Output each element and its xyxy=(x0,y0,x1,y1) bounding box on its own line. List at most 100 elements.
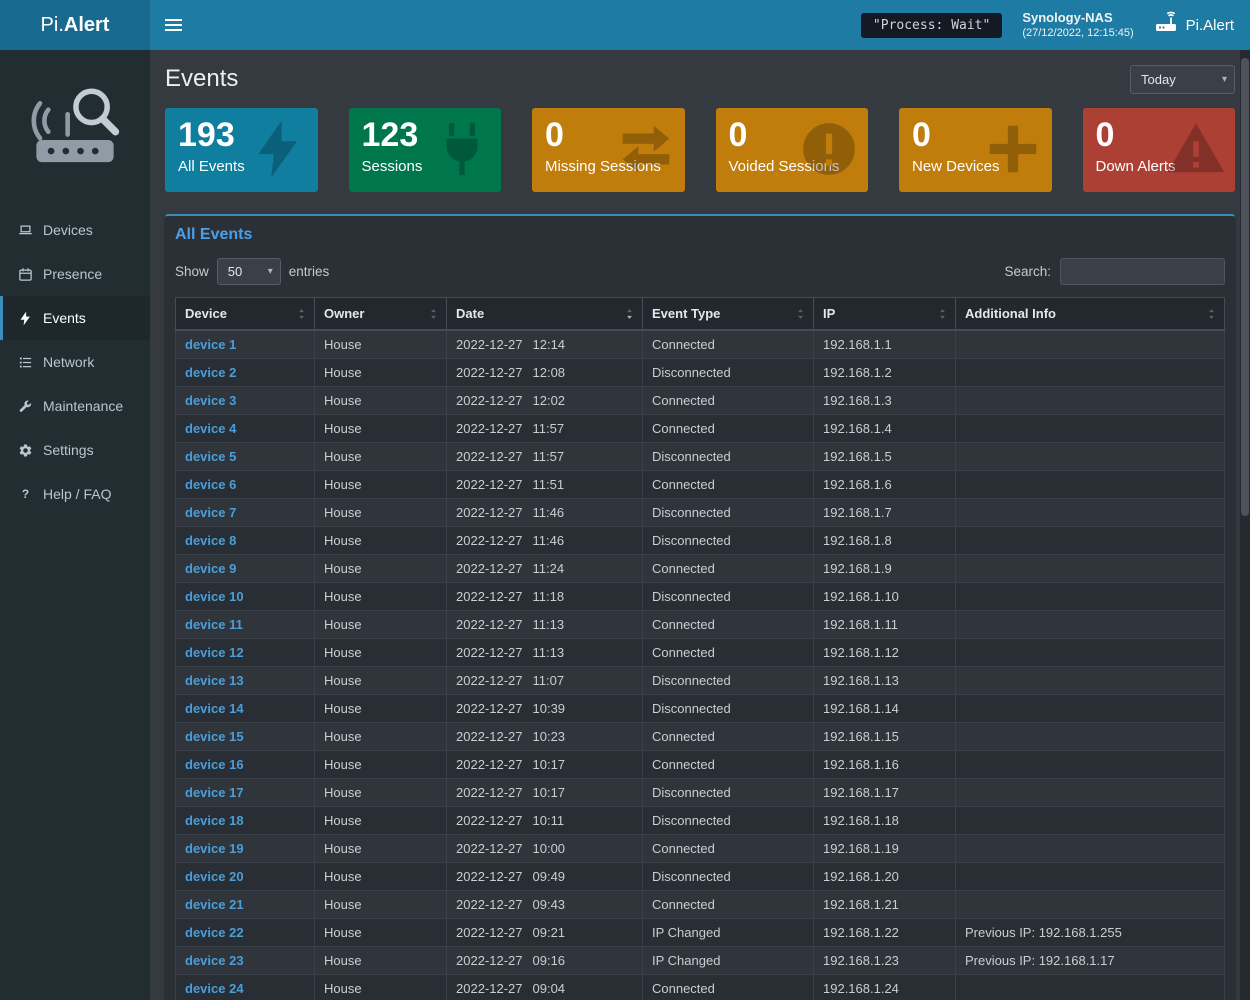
cell-owner: House xyxy=(314,498,447,527)
stat-card-down-alerts[interactable]: 0 Down Alerts xyxy=(1082,108,1235,192)
sidebar-item-devices[interactable]: Devices xyxy=(0,208,150,252)
sidebar-item-maintenance[interactable]: Maintenance xyxy=(0,384,150,428)
event-date: 2022-12-27 xyxy=(456,841,523,856)
device-link[interactable]: device 7 xyxy=(185,505,237,520)
device-link[interactable]: device 13 xyxy=(185,673,244,688)
sidebar-item-help-faq[interactable]: ? Help / FAQ xyxy=(0,472,150,516)
events-table-body: device 1 House 2022-12-27 12:14 Connected 192… xyxy=(175,329,1225,1000)
device-link[interactable]: device 10 xyxy=(185,589,244,604)
column-header-event-type[interactable]: Event Type xyxy=(642,297,814,331)
gear-icon xyxy=(17,443,33,458)
sort-icon xyxy=(936,307,949,320)
cell-owner: House xyxy=(314,329,447,359)
device-link[interactable]: device 3 xyxy=(185,393,237,408)
event-time: 10:17 xyxy=(532,785,566,800)
event-time: 11:46 xyxy=(532,505,565,520)
cell-owner: House xyxy=(314,470,447,499)
device-link[interactable]: device 16 xyxy=(185,757,244,772)
sort-icon xyxy=(427,307,440,320)
table-row: device 24 House 2022-12-27 09:04 Connected 19… xyxy=(175,974,1225,1000)
show-label: Show xyxy=(175,264,209,279)
cell-ip: 192.168.1.10 xyxy=(813,582,956,611)
device-link[interactable]: device 15 xyxy=(185,729,244,744)
cell-ip: 192.168.1.19 xyxy=(813,834,956,863)
stat-card-new-devices[interactable]: 0 New Devices xyxy=(899,108,1052,192)
cell-date: 2022-12-27 10:11 xyxy=(446,806,643,835)
device-link[interactable]: device 8 xyxy=(185,533,237,548)
wrench-icon xyxy=(17,399,33,414)
event-time: 10:00 xyxy=(532,841,566,856)
period-select[interactable]: Today ▾ xyxy=(1130,64,1235,94)
stat-card-voided-sessions[interactable]: 0 Voided Sessions xyxy=(715,108,868,192)
cell-date: 2022-12-27 11:07 xyxy=(446,666,643,695)
cell-owner: House xyxy=(314,554,447,583)
device-link[interactable]: device 19 xyxy=(185,841,244,856)
sidebar-item-presence[interactable]: Presence xyxy=(0,252,150,296)
cell-device: device 12 xyxy=(175,638,315,667)
scrollbar-thumb[interactable] xyxy=(1241,58,1249,516)
device-link[interactable]: device 23 xyxy=(185,953,244,968)
device-link[interactable]: device 21 xyxy=(185,897,244,912)
event-date: 2022-12-27 xyxy=(456,897,523,912)
stat-card-sessions[interactable]: 123 Sessions xyxy=(348,108,501,192)
cell-additional-info xyxy=(955,750,1225,779)
column-header-owner[interactable]: Owner xyxy=(314,297,447,331)
device-link[interactable]: device 17 xyxy=(185,785,244,800)
device-link[interactable]: device 12 xyxy=(185,645,244,660)
cell-ip: 192.168.1.5 xyxy=(813,442,956,471)
stat-value: 0 xyxy=(545,116,564,154)
cell-ip: 192.168.1.11 xyxy=(813,610,956,639)
cell-event-type: Disconnected xyxy=(642,498,814,527)
device-link[interactable]: device 1 xyxy=(185,337,237,352)
cell-additional-info xyxy=(955,526,1225,555)
cell-additional-info xyxy=(955,498,1225,527)
cell-event-type: Connected xyxy=(642,554,814,583)
column-header-date[interactable]: Date xyxy=(446,297,643,331)
stat-cards-row: 193 All Events 123 Sessions 0 Missing Session… xyxy=(165,108,1235,192)
cell-device: device 20 xyxy=(175,862,315,891)
column-header-device[interactable]: Device xyxy=(175,297,315,331)
cell-ip: 192.168.1.14 xyxy=(813,694,956,723)
device-link[interactable]: device 2 xyxy=(185,365,237,380)
device-link[interactable]: device 24 xyxy=(185,981,244,996)
device-link[interactable]: device 20 xyxy=(185,869,244,884)
device-link[interactable]: device 4 xyxy=(185,421,237,436)
sidebar-item-settings[interactable]: Settings xyxy=(0,428,150,472)
device-link[interactable]: device 9 xyxy=(185,561,237,576)
device-link[interactable]: device 6 xyxy=(185,477,237,492)
device-link[interactable]: device 18 xyxy=(185,813,244,828)
stat-card-all-events[interactable]: 193 All Events xyxy=(165,108,318,192)
cell-device: device 21 xyxy=(175,890,315,919)
cell-additional-info xyxy=(955,358,1225,387)
column-header-ip[interactable]: IP xyxy=(813,297,956,331)
cell-owner: House xyxy=(314,638,447,667)
cell-event-type: Connected xyxy=(642,974,814,1000)
table-row: device 16 House 2022-12-27 10:17 Connected 19… xyxy=(175,750,1225,779)
sidebar-item-label: Network xyxy=(43,354,95,370)
cell-date: 2022-12-27 09:49 xyxy=(446,862,643,891)
device-link[interactable]: device 14 xyxy=(185,701,244,716)
event-time: 11:18 xyxy=(532,589,565,604)
sidebar-toggle-button[interactable] xyxy=(150,0,196,50)
column-header-additional-info[interactable]: Additional Info xyxy=(955,297,1225,331)
table-row: device 11 House 2022-12-27 11:13 Connected 19… xyxy=(175,610,1225,639)
device-link[interactable]: device 22 xyxy=(185,925,244,940)
event-date: 2022-12-27 xyxy=(456,449,523,464)
event-date: 2022-12-27 xyxy=(456,925,523,940)
stat-card-missing-sessions[interactable]: 0 Missing Sessions xyxy=(532,108,685,192)
brand-logo[interactable]: Pi. Alert xyxy=(0,0,150,50)
cell-ip: 192.168.1.15 xyxy=(813,722,956,751)
device-link[interactable]: device 11 xyxy=(185,617,243,632)
device-link[interactable]: device 5 xyxy=(185,449,237,464)
sidebar-item-events[interactable]: Events xyxy=(0,296,150,340)
event-date: 2022-12-27 xyxy=(456,701,523,716)
search-input[interactable] xyxy=(1060,258,1225,285)
cell-device: device 24 xyxy=(175,974,315,1000)
scrollbar[interactable] xyxy=(1240,50,1250,1000)
topbar-brand-right[interactable]: Pi.Alert xyxy=(1154,11,1234,39)
router-icon xyxy=(1154,11,1178,39)
cell-device: device 19 xyxy=(175,834,315,863)
cell-device: device 14 xyxy=(175,694,315,723)
page-size-select[interactable]: 50 ▾ xyxy=(216,258,281,285)
sidebar-item-network[interactable]: Network xyxy=(0,340,150,384)
